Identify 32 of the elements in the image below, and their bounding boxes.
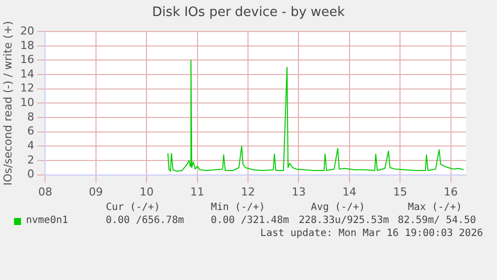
- x-tick-label: 15: [393, 185, 408, 198]
- x-tick-label: 14: [342, 185, 356, 198]
- text: Cur (-/+): [106, 202, 160, 213]
- x-tick-label: 11: [190, 185, 204, 198]
- x-tick-label: 09: [88, 185, 103, 198]
- y-tick-label: 4: [27, 139, 34, 152]
- y-tick-label: 16: [20, 53, 34, 66]
- y-tick-label: 10: [20, 96, 34, 110]
- x-tick-label: 08: [38, 185, 52, 198]
- text: 228.33u/925.53m: [298, 215, 389, 226]
- legend-label: nvme0n1: [26, 215, 68, 226]
- x-tick-label: 13: [292, 185, 306, 198]
- text: 0.00 /656.78m: [106, 215, 184, 226]
- text: 82.59m/ 54.50: [398, 215, 476, 226]
- y-tick-label: 8: [27, 110, 34, 124]
- x-tick-label: 16: [444, 185, 458, 198]
- y-tick-label: 14: [20, 67, 34, 80]
- text: 0.00 /321.48m: [210, 215, 289, 226]
- y-tick-label: 20: [20, 24, 34, 38]
- y-tick-label: 12: [20, 82, 34, 95]
- y-tick-label: 18: [20, 38, 34, 52]
- y-axis-title: IOs/second read (-) / write (+): [1, 20, 14, 186]
- text: Last update: Mon Mar 16 19:00:03 2026: [260, 228, 483, 239]
- y-tick-label: 2: [27, 153, 34, 166]
- text: Avg (-/+): [310, 202, 365, 213]
- y-tick-label: 6: [27, 124, 34, 138]
- chart-title: Disk IOs per device - by week: [151, 5, 346, 20]
- text: Max (-/+): [408, 202, 462, 213]
- y-tick-label: 0: [27, 168, 34, 181]
- text: Min (-/+): [210, 202, 265, 213]
- x-tick-label: 12: [240, 185, 255, 198]
- x-tick-label: 10: [140, 185, 154, 198]
